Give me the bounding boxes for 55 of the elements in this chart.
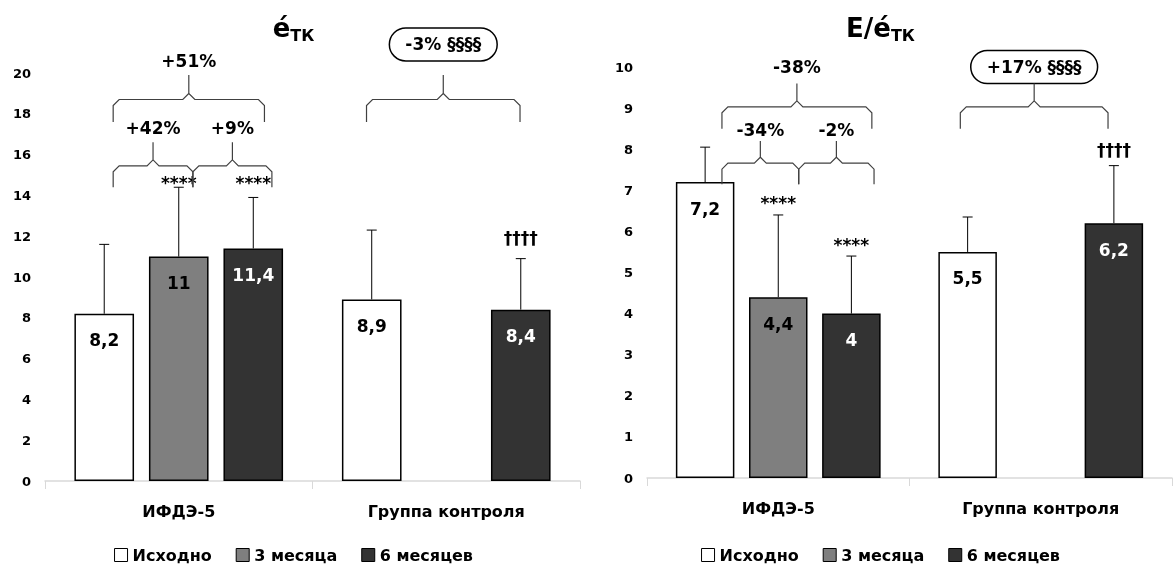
y-tick-label: 12 bbox=[12, 228, 31, 244]
legend-label: Исходно bbox=[719, 545, 799, 565]
y-tick-label: 10 bbox=[12, 269, 31, 285]
y-tick-label: 4 bbox=[623, 306, 633, 322]
data-label: 6,2 bbox=[1098, 239, 1129, 260]
y-tick-label: 16 bbox=[12, 147, 31, 163]
data-label: 5,5 bbox=[952, 268, 983, 289]
data-label: 4,4 bbox=[763, 313, 794, 334]
data-label: 7,2 bbox=[690, 198, 721, 219]
y-tick-label: 7 bbox=[623, 182, 633, 198]
y-tick-label: 2 bbox=[21, 432, 31, 448]
annotation: +9% bbox=[210, 118, 254, 139]
text: +51% bbox=[161, 50, 217, 71]
annotation: +42% bbox=[125, 118, 181, 139]
data-label: 4 bbox=[845, 330, 858, 351]
legend-label: Исходно bbox=[132, 545, 212, 565]
y-tick-label: 5 bbox=[623, 265, 633, 280]
legend-label: 3 месяца bbox=[841, 545, 925, 565]
legend-label: 3 месяца bbox=[254, 545, 338, 565]
y-tick-label: 0 bbox=[21, 473, 31, 489]
y-tick-label: 10 bbox=[614, 59, 633, 75]
y-tick-label: 6 bbox=[623, 223, 633, 239]
annotation: **** bbox=[235, 173, 272, 194]
y-tick-label: 1 bbox=[623, 429, 633, 445]
y-tick-label: 0 bbox=[623, 470, 633, 486]
annotation: **** bbox=[760, 192, 797, 213]
y-tick-label: 6 bbox=[21, 351, 31, 367]
annotation: -2% bbox=[818, 119, 855, 140]
annotation: †††† bbox=[1096, 140, 1131, 161]
y-tick-label: 18 bbox=[12, 106, 31, 122]
data-label: 11,4 bbox=[232, 264, 275, 285]
y-tick-label: 14 bbox=[12, 187, 31, 203]
y-tick-label: 9 bbox=[623, 100, 633, 116]
y-tick-label: 8 bbox=[21, 310, 31, 326]
y-tick-label: 20 bbox=[12, 65, 31, 81]
annotation: -38% bbox=[773, 57, 821, 77]
y-tick-label: 3 bbox=[623, 347, 633, 363]
data-label: 8,9 bbox=[356, 315, 387, 336]
data-label: 11 bbox=[166, 273, 191, 294]
x-tick-label: ИФДЭ-5 bbox=[741, 498, 815, 518]
text: -3% §§§§ bbox=[405, 34, 482, 55]
annotation: +17% §§§§ bbox=[986, 57, 1083, 77]
legend-label: 6 месяцев bbox=[379, 545, 473, 565]
x-tick-label: Группа контроля bbox=[962, 498, 1120, 518]
x-tick-label: Группа контроля bbox=[367, 501, 525, 521]
y-tick-label: 8 bbox=[623, 141, 633, 157]
y-tick-label: 4 bbox=[21, 391, 31, 407]
y-tick-label: 2 bbox=[623, 388, 633, 404]
x-tick-label: ИФДЭ-5 bbox=[142, 501, 216, 521]
data-label: 8,2 bbox=[89, 330, 120, 351]
annotation: **** bbox=[833, 234, 870, 255]
data-label: 8,4 bbox=[505, 326, 536, 347]
annotation: †††† bbox=[503, 228, 538, 249]
annotation: -34% bbox=[736, 119, 785, 140]
legend-label: 6 месяцев bbox=[966, 545, 1060, 565]
